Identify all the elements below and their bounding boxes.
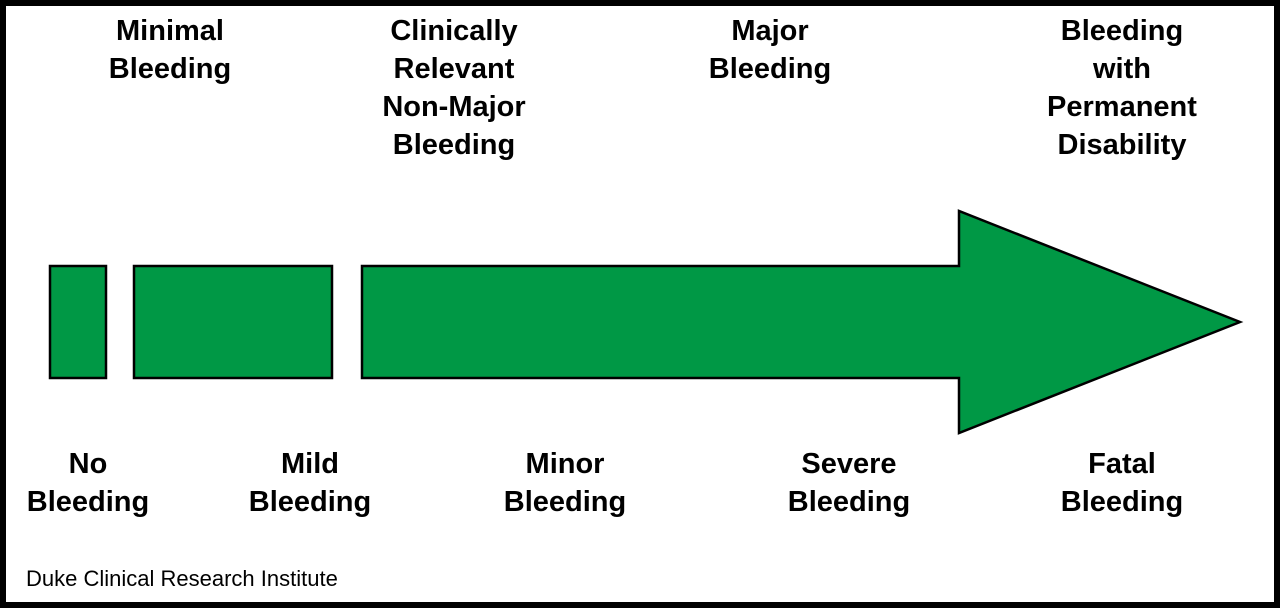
label-clinically-relevant-non-major-bleeding: Clinically Relevant Non-Major Bleeding <box>382 15 526 161</box>
label-bleeding-permanent-disability: Bleeding with Permanent Disability <box>1047 15 1197 161</box>
label-severe-bleeding: Severe Bleeding <box>787 448 911 518</box>
attribution-text: Duke Clinical Research Institute <box>26 566 338 591</box>
severity-arrow-right-icon <box>360 209 1244 435</box>
label-mild-bleeding: Mild Bleeding <box>248 448 372 518</box>
mild-bleeding-segment <box>132 264 334 380</box>
label-major-bleeding: Major Bleeding <box>708 15 832 85</box>
label-minimal-bleeding: Minimal Bleeding <box>108 15 232 85</box>
no-bleeding-segment <box>48 264 108 380</box>
label-no-bleeding: No Bleeding <box>26 448 150 518</box>
label-fatal-bleeding: Fatal Bleeding <box>1060 448 1184 518</box>
label-minor-bleeding: Minor Bleeding <box>503 448 627 518</box>
